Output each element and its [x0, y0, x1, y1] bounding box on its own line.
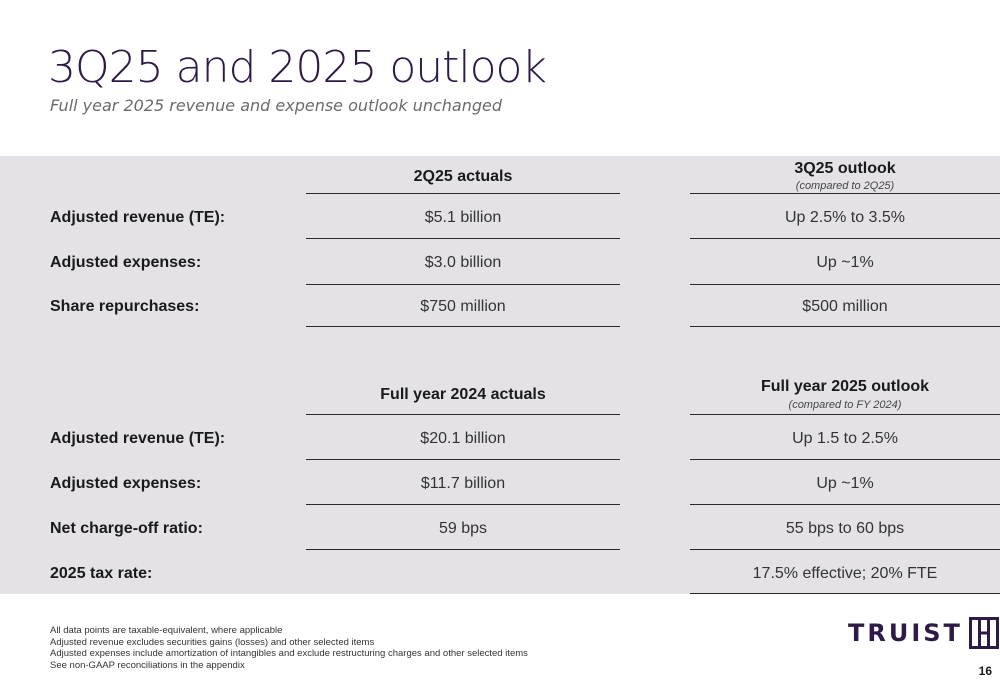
page-subtitle: Full year 2025 revenue and expense outlo…	[50, 96, 503, 115]
row-value-outlook: Up 1.5 to 2.5%	[792, 430, 898, 447]
page-title: 3Q25 and 2025 outlook	[48, 42, 547, 93]
section1-col-b-note: (compared to 2Q25)	[795, 180, 895, 192]
section2-col-b-header: Full year 2025 outlook	[760, 378, 930, 395]
row-value-outlook: 55 bps to 60 bps	[785, 520, 905, 537]
divider	[690, 549, 1000, 550]
row-value-outlook: Up ~1%	[816, 475, 874, 492]
divider	[690, 238, 1000, 239]
row-label: 2025 tax rate:	[50, 565, 153, 582]
row-label: Net charge-off ratio:	[50, 520, 203, 537]
logo-text: TRUIST	[848, 619, 963, 647]
page-number: 16	[978, 664, 992, 678]
divider	[306, 504, 620, 505]
row-value-actual: $20.1 billion	[420, 430, 506, 447]
divider	[306, 326, 620, 327]
divider	[690, 284, 1000, 285]
row-label: Adjusted expenses:	[50, 475, 202, 492]
divider	[690, 193, 1000, 194]
row-label: Adjusted revenue (TE):	[50, 430, 226, 447]
truist-logo: TRUIST	[848, 616, 999, 650]
divider	[306, 414, 620, 415]
footnote: See non-GAAP reconciliations in the appe…	[50, 659, 245, 671]
truist-h-logo-icon	[968, 617, 999, 649]
divider	[690, 326, 1000, 327]
row-value-actual: $750 million	[420, 298, 506, 315]
section1-col-b-header: 3Q25 outlook	[794, 160, 896, 177]
divider	[690, 593, 1000, 594]
section2-col-a-header: Full year 2024 actuals	[380, 386, 546, 403]
section1-col-a-header: 2Q25 actuals	[413, 168, 513, 185]
outlook-panel	[0, 156, 1000, 594]
footnote: Adjusted revenue excludes securities gai…	[50, 636, 375, 648]
row-value-outlook: 17.5% effective; 20% FTE	[752, 565, 938, 582]
divider	[306, 549, 620, 550]
row-value-outlook: Up ~1%	[816, 254, 874, 271]
divider	[306, 284, 620, 285]
row-value-outlook: $500 million	[802, 298, 888, 315]
footnote: All data points are taxable-equivalent, …	[50, 625, 283, 636]
divider	[690, 504, 1000, 505]
row-value-outlook: Up 2.5% to 3.5%	[784, 209, 906, 226]
divider	[690, 414, 1000, 415]
row-label: Adjusted revenue (TE):	[50, 209, 226, 226]
row-value-actual: 59 bps	[438, 520, 488, 537]
row-label: Share repurchases:	[50, 298, 200, 315]
row-value-actual: $3.0 billion	[424, 254, 502, 271]
divider	[690, 459, 1000, 460]
row-value-actual: $5.1 billion	[424, 209, 502, 226]
footnote: Adjusted expenses include amortization o…	[50, 648, 528, 659]
row-value-actual: $11.7 billion	[420, 475, 506, 492]
row-label: Adjusted expenses:	[50, 254, 202, 271]
divider	[306, 459, 620, 460]
section2-col-b-note: (compared to FY 2024)	[788, 399, 902, 411]
footnotes: All data points are taxable-equivalent, …	[50, 625, 528, 671]
divider	[306, 238, 620, 239]
divider	[306, 193, 620, 194]
